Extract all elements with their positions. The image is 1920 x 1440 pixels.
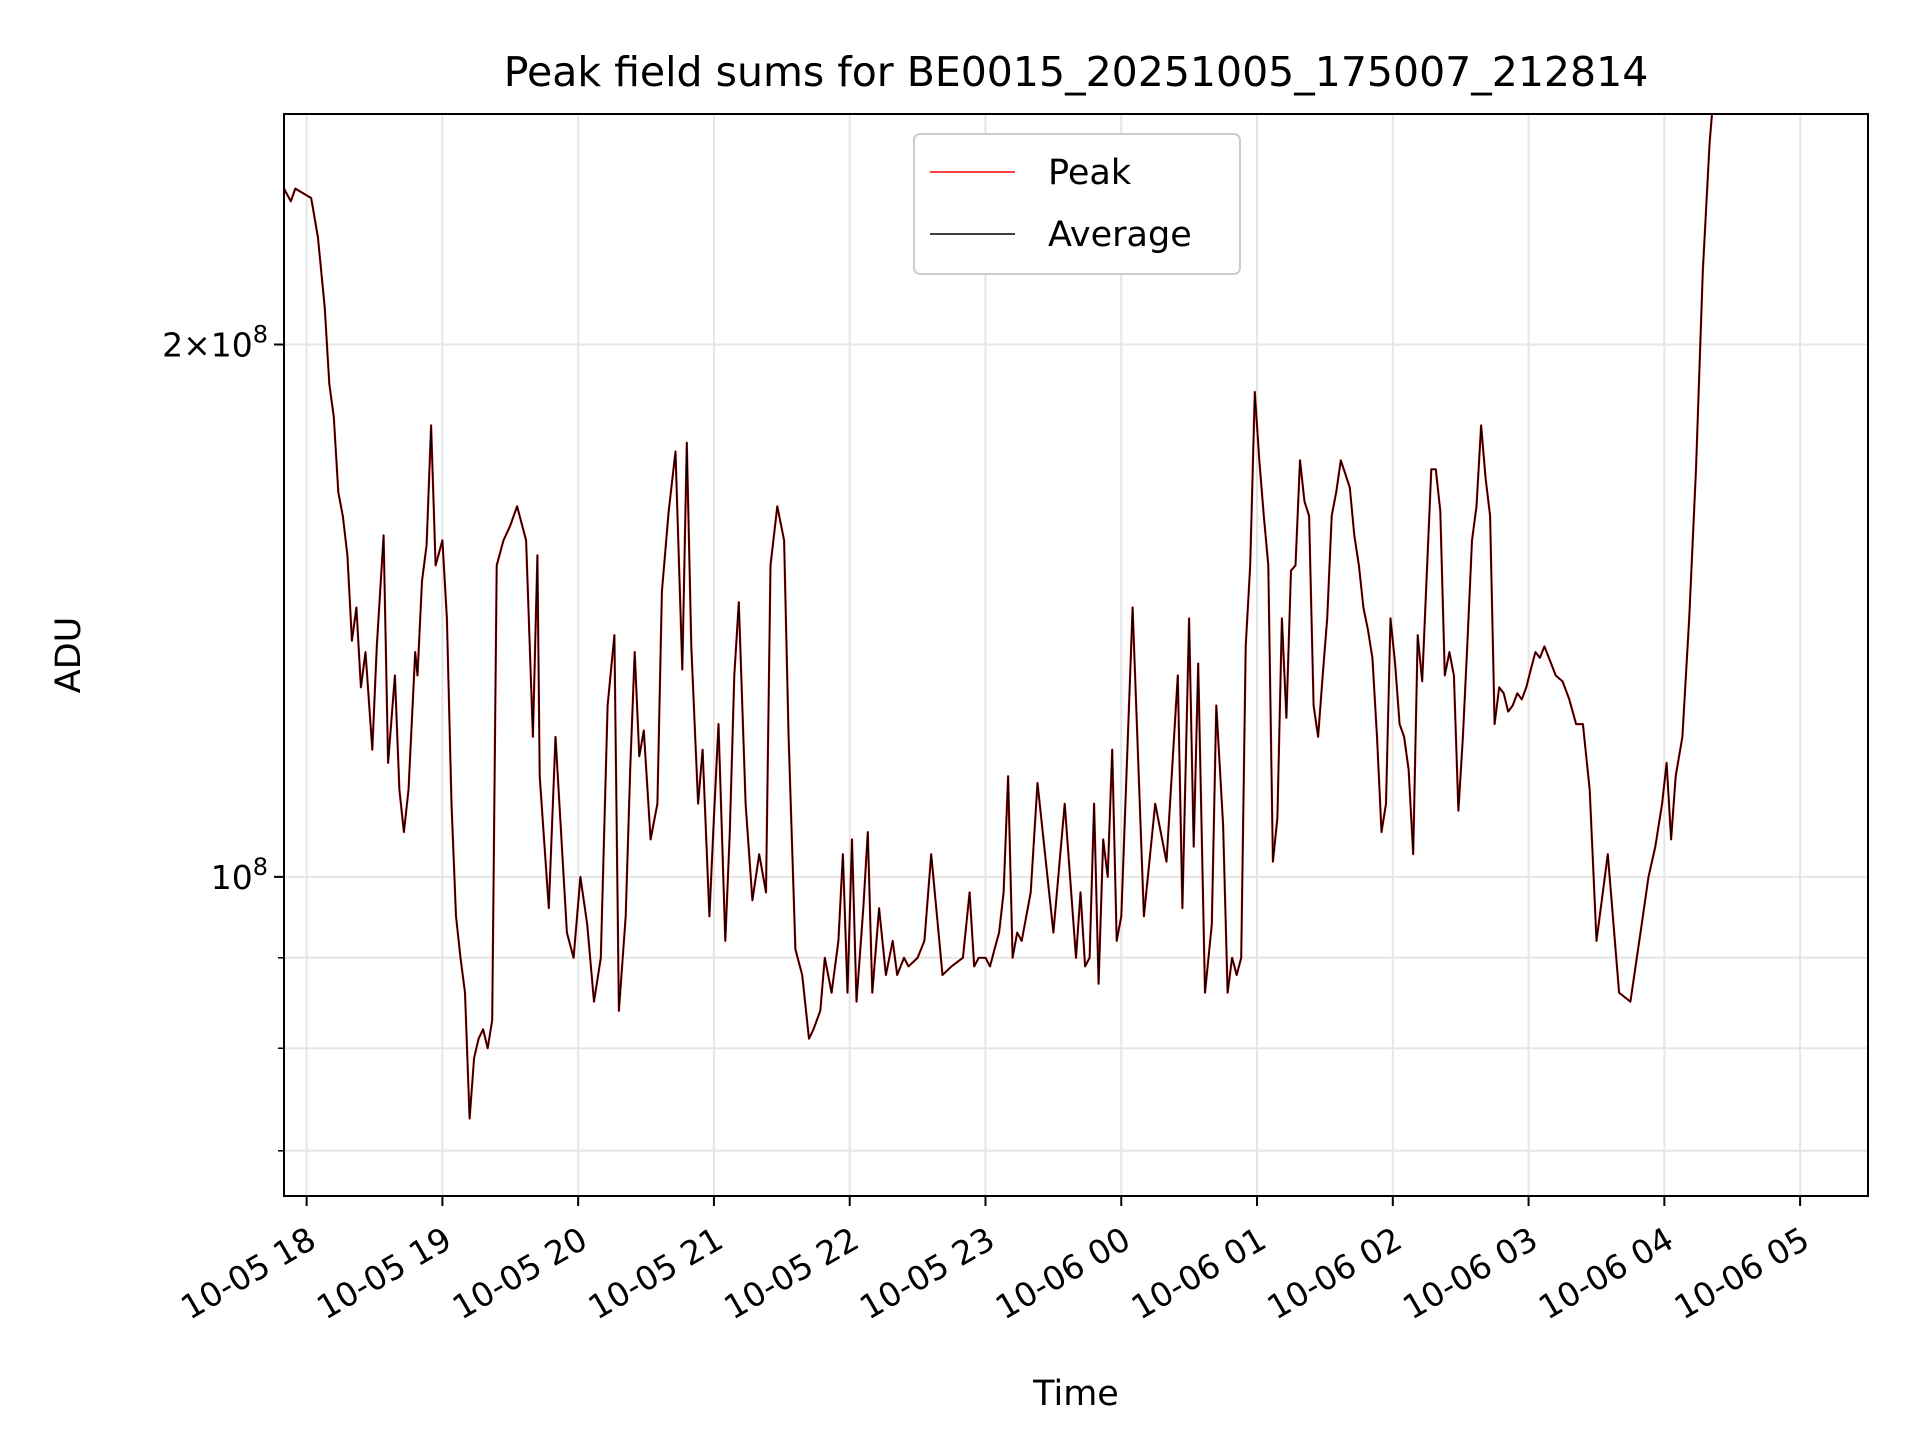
x-tick-label: 10-06 01 xyxy=(1125,1219,1273,1327)
plot-area-frame xyxy=(283,113,1869,1197)
y-tick-label: 2×108 xyxy=(162,320,268,364)
legend: Peak Average xyxy=(913,133,1241,275)
legend-label-peak: Peak xyxy=(1048,153,1132,193)
x-axis-title: Time xyxy=(1032,1374,1119,1414)
x-tick-label: 10-06 04 xyxy=(1532,1219,1680,1327)
y-axis: 108 2×108 xyxy=(162,320,284,1152)
x-tick-label: 10-06 02 xyxy=(1260,1219,1408,1327)
chart-title: Peak field sums for BE0015_20251005_1750… xyxy=(504,48,1649,96)
x-tick-label: 10-05 19 xyxy=(310,1219,458,1327)
grid xyxy=(284,114,1868,1196)
series-line-average xyxy=(284,114,1713,1120)
x-tick-label: 10-05 20 xyxy=(446,1219,594,1327)
x-tick-label: 10-05 21 xyxy=(581,1219,729,1327)
legend-label-average: Average xyxy=(1048,215,1192,255)
y-axis-title: ADU xyxy=(49,617,89,694)
series-lines xyxy=(284,114,1714,1120)
x-tick-label: 10-05 22 xyxy=(717,1219,865,1327)
x-tick-label: 10-06 03 xyxy=(1396,1219,1544,1327)
x-tick-label: 10-05 18 xyxy=(174,1219,322,1327)
legend-box xyxy=(913,133,1241,275)
x-tick-label: 10-05 23 xyxy=(853,1219,1001,1327)
x-tick-label: 10-06 00 xyxy=(989,1219,1137,1327)
x-tick-label: 10-06 05 xyxy=(1668,1219,1816,1327)
y-tick-label: 108 xyxy=(211,853,268,897)
